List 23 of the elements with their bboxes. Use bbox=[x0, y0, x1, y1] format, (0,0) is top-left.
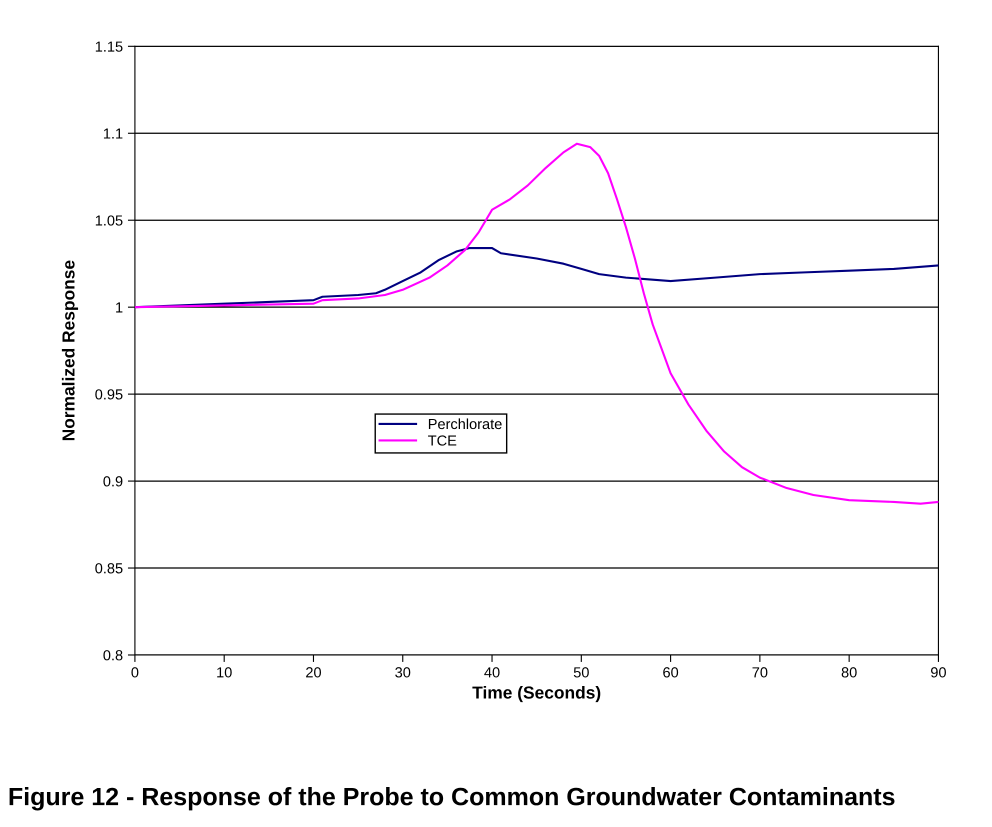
text: Figure 12 - Response of the Probe to Common Groundwater Contaminants bbox=[10, 787, 894, 810]
x-tick-label: 50 bbox=[574, 667, 589, 678]
legend-label: Perchlorate bbox=[428, 418, 502, 430]
x-tick-label: 80 bbox=[842, 667, 857, 678]
x-tick-label: 60 bbox=[663, 667, 678, 678]
y-tick-label: 0.8 bbox=[103, 650, 122, 660]
y-tick-label: 0.95 bbox=[95, 389, 122, 400]
y-tick-label: 1.15 bbox=[96, 42, 122, 52]
legend-label: TCE bbox=[428, 435, 456, 446]
y-tick-label: 1 bbox=[116, 302, 122, 312]
y-axis-title: Normalized Response bbox=[62, 260, 78, 440]
x-tick-label: 0 bbox=[131, 667, 138, 678]
x-tick-label: 90 bbox=[931, 667, 946, 678]
y-tick-label: 1.05 bbox=[96, 215, 122, 226]
y-tick-label: 0.85 bbox=[95, 563, 122, 574]
x-tick-label: 30 bbox=[395, 667, 410, 678]
x-tick-label: 20 bbox=[306, 667, 322, 678]
x-tick-label: 10 bbox=[217, 667, 232, 678]
y-tick-label: 0.9 bbox=[103, 476, 122, 487]
x-tick-label: 40 bbox=[484, 667, 500, 678]
x-axis-title: Time (Seconds) bbox=[472, 686, 600, 702]
y-tick-label: 1.1 bbox=[104, 128, 122, 139]
x-tick-label: 70 bbox=[752, 667, 768, 678]
